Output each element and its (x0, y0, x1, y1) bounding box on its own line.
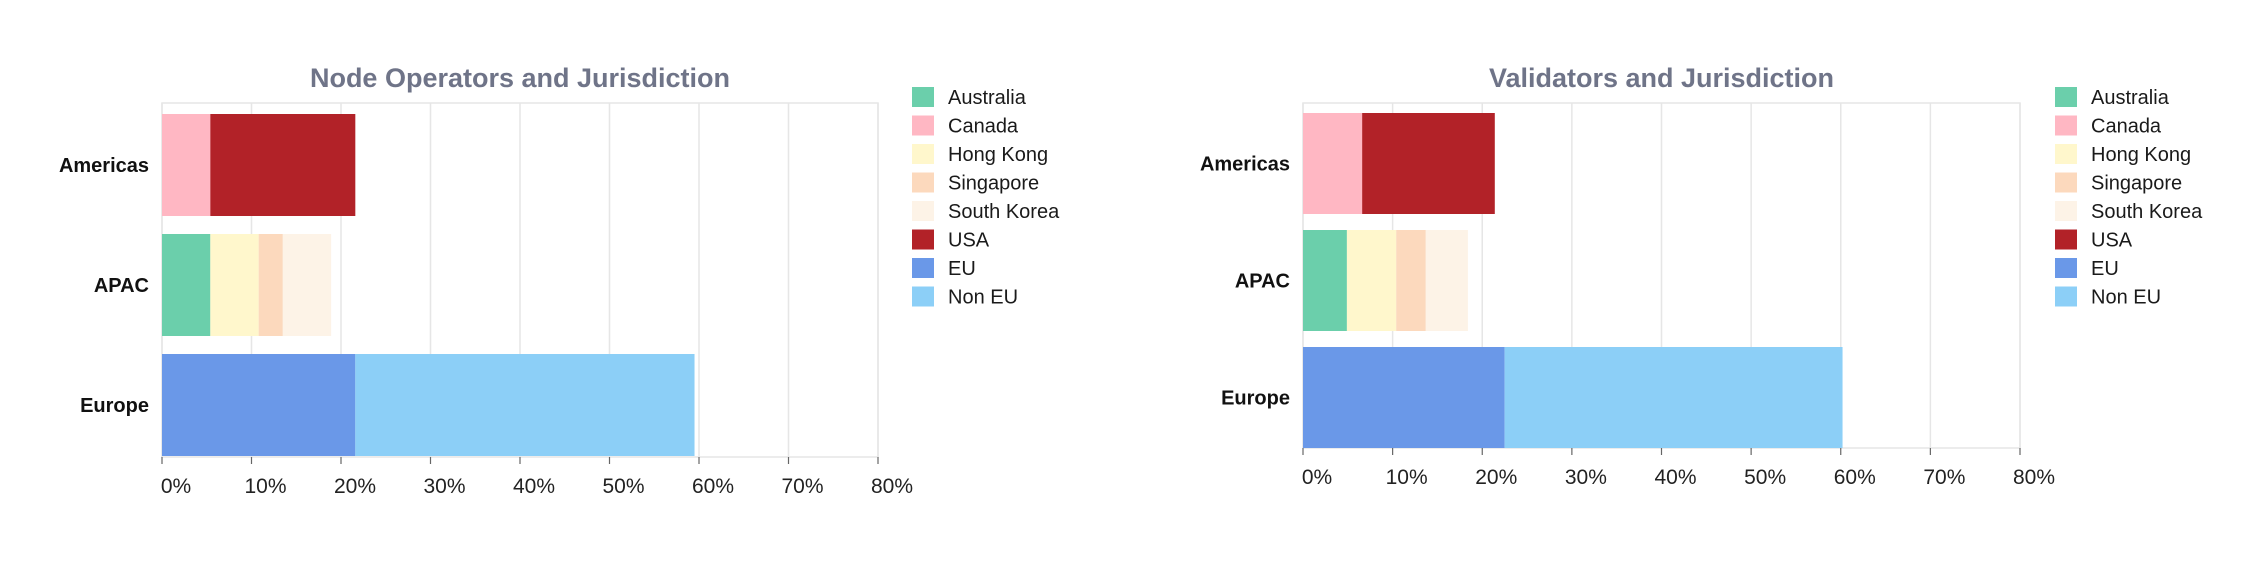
x-tick-label: 0% (1302, 466, 1332, 489)
chart-title: Validators and Jurisdiction (1489, 63, 1834, 93)
legend-swatch-eu (2055, 258, 2077, 278)
x-tick-label: 70% (1923, 466, 1965, 489)
legend-label: EU (2091, 258, 2119, 280)
category-label: Europe (80, 395, 149, 417)
category-label: APAC (94, 275, 149, 297)
bar-europe-eu (162, 354, 356, 456)
x-tick-label: 50% (602, 475, 644, 498)
legend-label: EU (948, 258, 976, 280)
bar-europe-non-eu (1504, 347, 1843, 448)
x-tick-label: 0% (161, 475, 191, 498)
category-label: APAC (1235, 271, 1290, 293)
legend-label: South Korea (2091, 201, 2203, 223)
bar-apac-singapore (258, 234, 283, 336)
legend-label: Canada (948, 116, 1019, 138)
x-tick-label: 50% (1744, 466, 1786, 489)
legend-label: Non EU (948, 287, 1018, 309)
bar-apac-australia (162, 234, 211, 336)
x-tick-label: 10% (244, 475, 286, 498)
legend-swatch-eu (912, 258, 934, 278)
legend-swatch-south-korea (912, 201, 934, 221)
bar-americas-canada (1303, 113, 1363, 214)
chart-title: Node Operators and Jurisdiction (310, 63, 730, 93)
legend-label: Non EU (2091, 287, 2161, 309)
category-label: Europe (1221, 388, 1290, 410)
legend-swatch-hong-kong (912, 144, 934, 164)
validators-chart: Validators and Jurisdiction Americas APAC E… (1200, 63, 2203, 489)
x-tick-label: 30% (1565, 466, 1607, 489)
x-tick-label: 60% (692, 475, 734, 498)
x-tick-label: 80% (2013, 466, 2055, 489)
category-label: Americas (59, 155, 149, 177)
legend-swatch-canada (912, 115, 934, 136)
x-tick-label: 80% (871, 475, 913, 498)
bar-apac-australia (1303, 230, 1347, 331)
legend-label: South Korea (948, 201, 1060, 223)
legend-label: Hong Kong (948, 144, 1048, 166)
node-operators-chart: Node Operators and Jurisdiction Americas A… (59, 63, 1060, 498)
bar-apac-hong-kong (210, 234, 259, 336)
bar-apac-hong-kong (1346, 230, 1397, 331)
bar-europe-non-eu (355, 354, 695, 456)
legend-swatch-non-eu (912, 286, 934, 307)
legend-swatch-singapore (2055, 172, 2077, 193)
bar-americas-usa (1362, 113, 1495, 214)
legend-swatch-south-korea (2055, 201, 2077, 221)
legend-swatch-australia (2055, 87, 2077, 107)
legend-swatch-australia (912, 87, 934, 107)
legend-label: Australia (2091, 87, 2170, 109)
x-tick-label: 40% (513, 475, 555, 498)
legend-label: USA (2091, 230, 2133, 252)
legend-label: USA (948, 230, 990, 252)
legend-label: Hong Kong (2091, 144, 2191, 166)
x-tick-label: 30% (423, 475, 465, 498)
category-label: Americas (1200, 154, 1290, 176)
x-tick-label: 20% (334, 475, 376, 498)
x-tick-label: 70% (781, 475, 823, 498)
x-tick-label: 40% (1654, 466, 1696, 489)
legend-swatch-singapore (912, 172, 934, 193)
legend-label: Singapore (948, 173, 1039, 195)
bar-apac-south-korea (282, 234, 332, 336)
legend-swatch-non-eu (2055, 286, 2077, 307)
legend-swatch-hong-kong (2055, 144, 2077, 164)
bar-americas-canada (162, 114, 211, 216)
bar-europe-eu (1303, 347, 1505, 448)
legend-swatch-canada (2055, 115, 2077, 136)
legend-swatch-usa (2055, 229, 2077, 250)
legend-label: Australia (948, 87, 1027, 109)
legend-label: Canada (2091, 116, 2162, 138)
bar-apac-singapore (1396, 230, 1426, 331)
legend-label: Singapore (2091, 173, 2182, 195)
bar-apac-south-korea (1425, 230, 1468, 331)
x-tick-label: 10% (1386, 466, 1428, 489)
bar-americas-usa (210, 114, 356, 216)
x-tick-label: 60% (1834, 466, 1876, 489)
x-tick-label: 20% (1475, 466, 1517, 489)
legend-swatch-usa (912, 229, 934, 250)
